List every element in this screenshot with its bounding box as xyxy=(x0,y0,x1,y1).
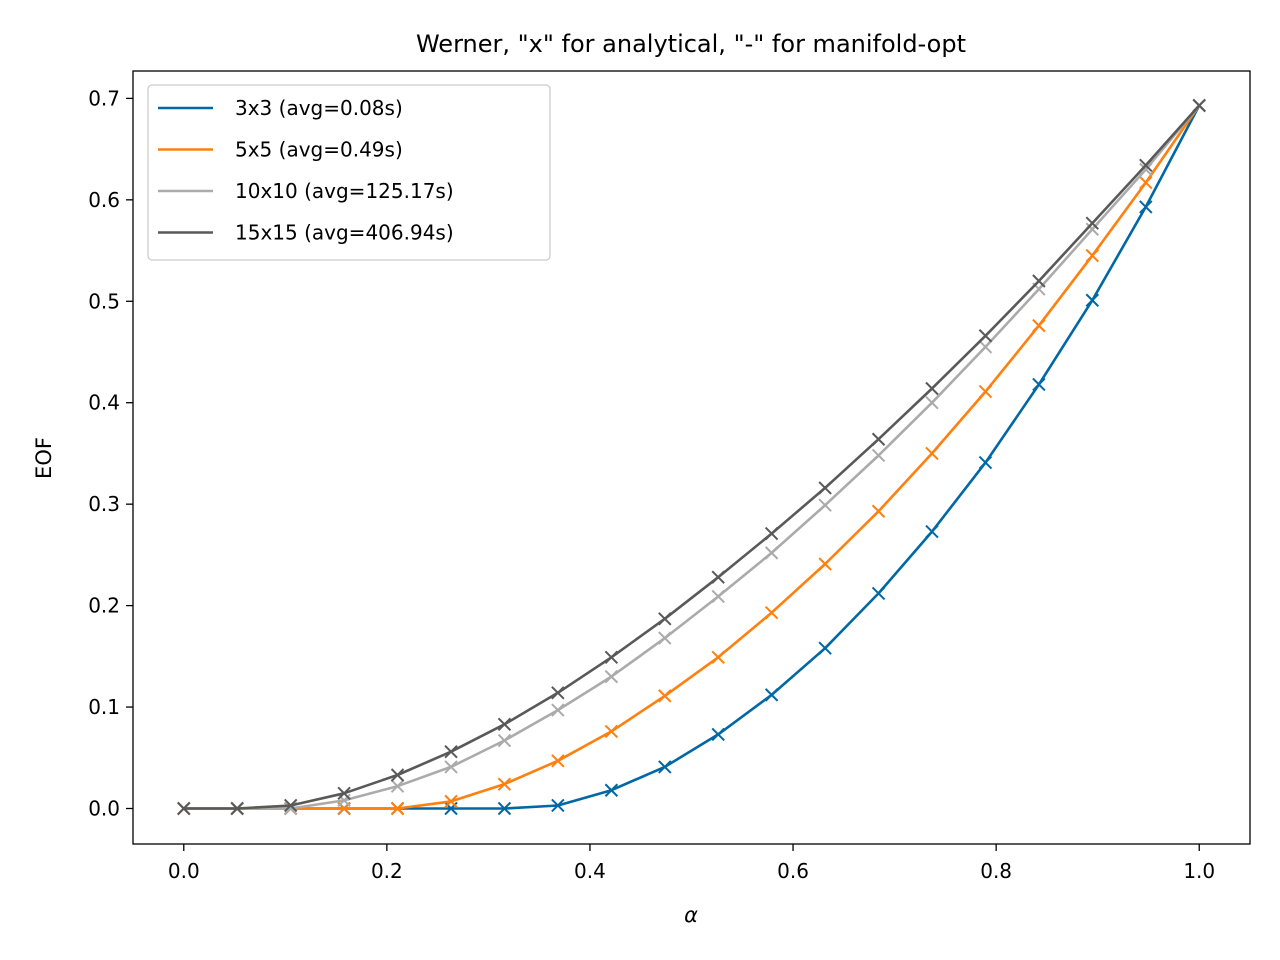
legend-label: 5x5 (avg=0.49s) xyxy=(235,138,403,162)
x-tick-label: 0.8 xyxy=(980,859,1012,883)
y-axis: 0.0 0.1 0.2 0.3 0.4 0.5 0.6 0.7 xyxy=(88,86,133,820)
data-point-marker xyxy=(764,688,779,702)
series-line xyxy=(183,104,1201,810)
data-point-marker xyxy=(925,381,939,396)
data-point-marker xyxy=(1085,216,1100,230)
data-point-marker xyxy=(337,786,351,800)
data-point-marker xyxy=(818,557,832,571)
data-point-marker xyxy=(764,606,779,620)
data-point-marker xyxy=(497,733,512,748)
plot-frame xyxy=(132,70,1251,845)
x-tick-label: 0.4 xyxy=(574,859,606,883)
data-point-marker xyxy=(551,703,565,717)
legend: 3x3 (avg=0.08s) 5x5 (avg=0.49s) 10x10 (avg… xyxy=(147,84,551,261)
chart-title: Werner, "x" for analytical, "-" for mani… xyxy=(416,30,966,58)
y-tick-label: 0.6 xyxy=(88,188,120,212)
data-point-marker xyxy=(978,384,993,399)
y-axis-label: EOF xyxy=(32,437,56,479)
data-point-marker xyxy=(658,760,672,774)
data-point-marker xyxy=(604,669,619,684)
data-point-marker xyxy=(871,586,886,601)
data-point-marker xyxy=(444,760,458,774)
series-line xyxy=(183,104,1201,810)
data-point-marker xyxy=(818,641,832,655)
data-point-marker xyxy=(283,798,298,813)
data-point-marker xyxy=(1192,98,1206,113)
x-tick-label: 0.6 xyxy=(777,859,809,883)
data-point-marker xyxy=(818,498,832,512)
data-point-marker xyxy=(444,744,458,759)
data-point-marker xyxy=(1139,162,1153,177)
x-axis-label: α xyxy=(684,903,698,927)
data-point-marker xyxy=(925,446,939,461)
data-point-marker xyxy=(711,589,725,604)
series-layer xyxy=(177,98,1206,816)
data-point-marker xyxy=(604,724,619,739)
data-point-marker xyxy=(390,768,405,782)
data-point-marker xyxy=(390,779,405,793)
data-point-marker xyxy=(764,526,779,541)
data-point-marker xyxy=(1085,222,1100,236)
data-point-marker xyxy=(658,612,672,626)
data-point-marker xyxy=(978,340,993,354)
data-point-marker xyxy=(871,504,886,518)
data-point-marker xyxy=(604,650,619,665)
data-point-marker xyxy=(497,717,512,732)
data-point-marker xyxy=(764,546,779,560)
data-point-marker xyxy=(978,329,993,343)
y-tick-label: 0.2 xyxy=(88,594,120,618)
data-point-marker xyxy=(925,524,939,539)
data-point-marker xyxy=(1032,274,1046,288)
data-point-marker xyxy=(1032,318,1046,333)
data-point-marker xyxy=(1139,175,1153,190)
data-point-marker xyxy=(658,631,672,645)
data-point-marker xyxy=(711,727,725,742)
legend-box xyxy=(147,84,551,261)
x-tick-label: 0.0 xyxy=(168,859,200,883)
data-point-marker xyxy=(871,448,886,463)
data-point-marker xyxy=(497,777,512,791)
data-point-marker xyxy=(230,801,244,816)
data-point-marker xyxy=(604,783,619,797)
data-point-marker xyxy=(1139,158,1153,173)
data-point-marker xyxy=(711,570,725,584)
data-point-marker xyxy=(871,432,886,446)
legend-label: 15x15 (avg=406.94s) xyxy=(235,221,454,245)
data-point-marker xyxy=(658,689,672,703)
plot-area xyxy=(132,70,1251,845)
x-tick-label: 0.2 xyxy=(371,859,403,883)
data-point-marker xyxy=(1032,377,1046,392)
y-tick-label: 0.7 xyxy=(88,86,120,110)
data-point-marker xyxy=(551,754,565,768)
data-point-marker xyxy=(444,794,458,809)
legend-label: 10x10 (avg=125.17s) xyxy=(235,179,454,203)
y-tick-label: 0.5 xyxy=(88,289,120,313)
y-tick-label: 0.4 xyxy=(88,391,120,415)
y-tick-label: 0.1 xyxy=(88,695,120,719)
x-axis: 0.0 0.2 0.4 0.6 0.8 1.0 xyxy=(168,844,1215,883)
data-point-marker xyxy=(551,686,565,700)
x-tick-label: 1.0 xyxy=(1183,859,1215,883)
data-point-marker xyxy=(177,801,191,816)
data-point-marker xyxy=(925,396,939,410)
data-point-marker xyxy=(1085,248,1100,263)
data-point-marker xyxy=(978,455,993,470)
data-point-marker xyxy=(1139,200,1153,214)
legend-label: 3x3 (avg=0.08s) xyxy=(235,96,403,120)
series-4 xyxy=(177,98,1206,816)
y-tick-label: 0.3 xyxy=(88,492,120,516)
data-point-marker xyxy=(1085,293,1100,307)
data-point-marker xyxy=(551,798,565,813)
data-point-marker xyxy=(390,801,405,816)
y-tick-label: 0.0 xyxy=(88,796,120,820)
series-line xyxy=(183,104,1201,810)
data-point-marker xyxy=(497,801,512,816)
data-point-marker xyxy=(818,481,832,495)
data-point-marker xyxy=(711,650,725,665)
